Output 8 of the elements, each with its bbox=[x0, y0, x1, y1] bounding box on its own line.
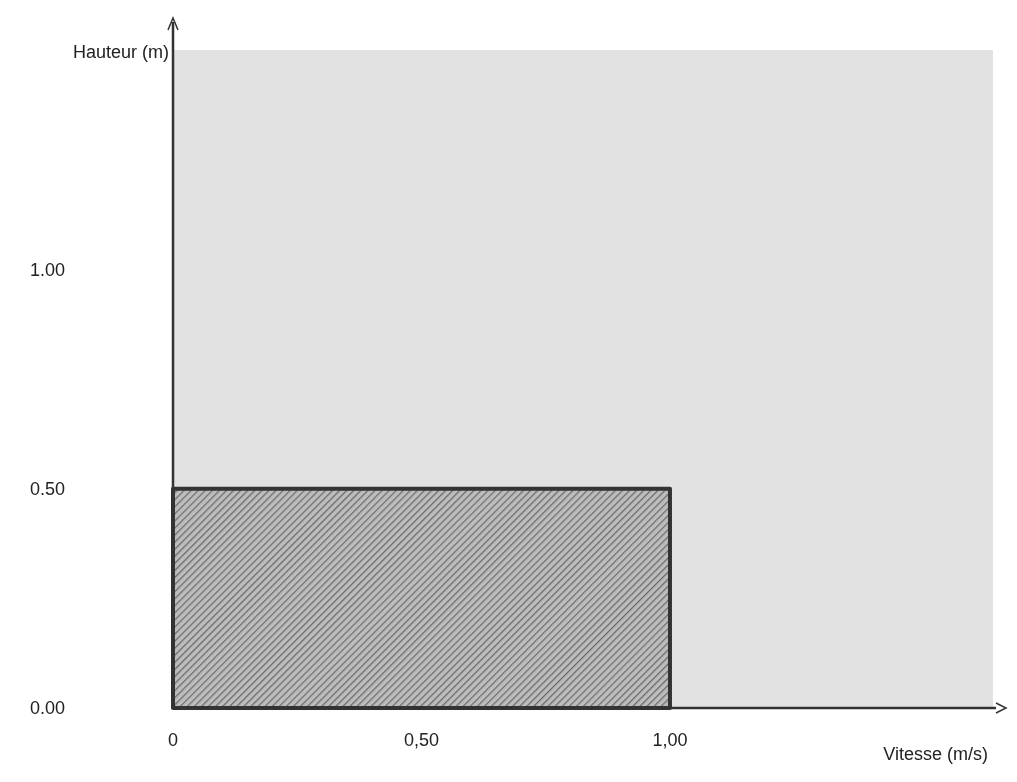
y-tick-label: 0.50 bbox=[30, 478, 66, 499]
y-tick-label: 1.00 bbox=[30, 259, 66, 280]
x-tick-label: 0,50 bbox=[403, 730, 440, 750]
y-tick-label: 0.00 bbox=[30, 698, 66, 719]
x-axis-title: Vitesse (m/s) bbox=[883, 744, 988, 764]
x-tick-label: 0 bbox=[167, 730, 179, 750]
x-tick-label: 1,00 bbox=[652, 730, 688, 750]
y-axis-title: Hauteur (m) bbox=[72, 42, 169, 62]
